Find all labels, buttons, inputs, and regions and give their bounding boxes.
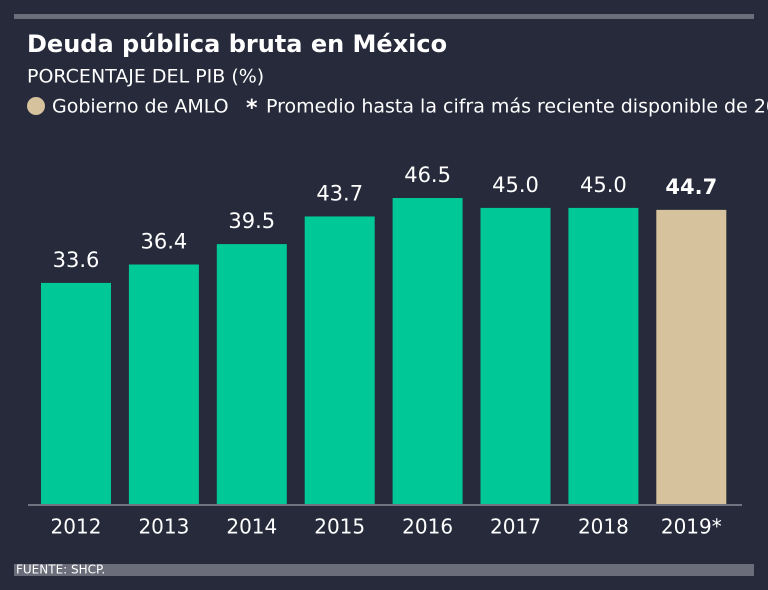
x-tick-label: 2019* <box>661 515 722 539</box>
chart-title: Deuda pública bruta en México <box>27 30 447 58</box>
bar <box>568 207 639 504</box>
legend-label: Gobierno de AMLO <box>52 96 229 118</box>
source: FUENTE: SHCP. <box>16 563 105 577</box>
x-tick-label: 2013 <box>138 515 189 539</box>
bar <box>656 209 727 504</box>
bar <box>480 207 551 504</box>
value-label: 45.0 <box>492 173 539 197</box>
value-label: 46.5 <box>404 163 451 187</box>
value-label: 39.5 <box>228 209 275 233</box>
value-label: 36.4 <box>141 229 188 253</box>
bar <box>41 282 111 504</box>
bar <box>128 264 199 504</box>
value-label: 44.7 <box>665 175 717 199</box>
x-tick-label: 2012 <box>51 515 102 539</box>
bar <box>392 198 463 504</box>
x-tick-label: 2016 <box>402 515 453 539</box>
bottom-rule <box>14 564 754 576</box>
legend-swatch <box>27 97 45 115</box>
x-tick-label: 2015 <box>314 515 365 539</box>
value-label: 43.7 <box>316 181 363 205</box>
value-label: 33.6 <box>53 248 100 272</box>
x-tick-label: 2018 <box>578 515 629 539</box>
top-rule <box>14 14 754 19</box>
x-tick-label: 2017 <box>490 515 541 539</box>
note-text: Promedio hasta la cifra más reciente dis… <box>266 96 768 118</box>
bar <box>304 216 375 505</box>
bar <box>216 244 287 504</box>
x-tick-label: 2014 <box>226 515 277 539</box>
value-label: 45.0 <box>580 173 627 197</box>
chart-subtitle: PORCENTAJE DEL PIB (%) <box>27 66 264 88</box>
note-symbol: * <box>246 96 258 121</box>
